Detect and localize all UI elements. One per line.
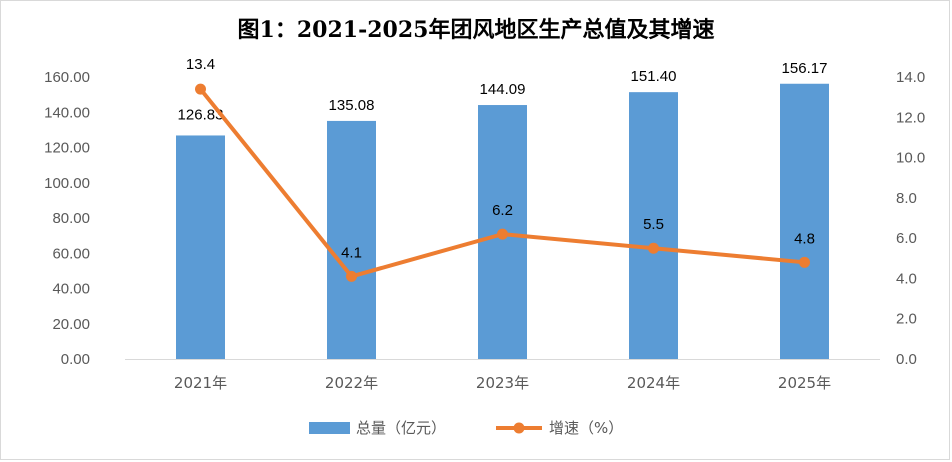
y-right-tick-label: 12.0 <box>896 109 925 126</box>
bar-data-label: 151.40 <box>631 68 677 85</box>
y-right-tick-label: 10.0 <box>896 150 925 167</box>
y-left-tick-label: 100.00 <box>44 175 90 192</box>
x-tick-label: 2022年 <box>325 374 378 392</box>
legend-line-label: 增速（%） <box>549 419 623 437</box>
legend-bar-label: 总量（亿元） <box>356 419 446 437</box>
bar-data-label: 144.09 <box>480 81 526 98</box>
bar <box>629 92 678 359</box>
chart-title: 图1：2021-2025年团风地区生产总值及其增速 <box>237 17 715 43</box>
y-right-tick-label: 14.0 <box>896 69 925 86</box>
y-right-tick-label: 4.0 <box>896 270 917 287</box>
line-point <box>195 83 206 95</box>
line-point <box>799 256 810 268</box>
line-point <box>497 228 508 240</box>
bar-data-label: 156.17 <box>782 60 828 77</box>
bar-data-label: 126.83 <box>178 106 224 123</box>
y-left-tick-label: 0.00 <box>61 351 90 368</box>
x-tick-label: 2025年 <box>778 374 831 392</box>
y-right-tick-label: 6.0 <box>896 230 917 247</box>
x-tick-label: 2021年 <box>174 374 227 392</box>
bar-data-label: 135.08 <box>329 97 375 114</box>
x-tick-label: 2024年 <box>627 374 680 392</box>
line-point <box>648 242 659 254</box>
line-data-label: 6.2 <box>492 202 513 219</box>
line-point <box>346 270 357 282</box>
y-left-tick-label: 20.00 <box>52 316 90 333</box>
line-data-label: 13.4 <box>186 56 215 73</box>
y-left-tick-label: 140.00 <box>44 104 90 121</box>
y-left-tick-label: 40.00 <box>52 281 90 298</box>
y-left-tick-label: 120.00 <box>44 140 90 157</box>
bar <box>176 135 225 359</box>
line-data-label: 4.8 <box>794 230 815 247</box>
line-data-label: 4.1 <box>341 244 362 261</box>
legend-bar-swatch <box>309 422 350 434</box>
y-left-tick-label: 160.00 <box>44 69 90 86</box>
legend-line-marker <box>513 422 525 434</box>
y-left-tick-label: 80.00 <box>52 210 90 227</box>
y-left-tick-label: 60.00 <box>52 245 90 262</box>
bar <box>327 120 376 359</box>
y-right-tick-label: 2.0 <box>896 311 917 328</box>
y-right-tick-label: 0.0 <box>896 351 917 368</box>
x-tick-label: 2023年 <box>476 374 529 392</box>
y-right-tick-label: 8.0 <box>896 190 917 207</box>
bar <box>780 83 829 360</box>
line-data-label: 5.5 <box>643 216 664 233</box>
